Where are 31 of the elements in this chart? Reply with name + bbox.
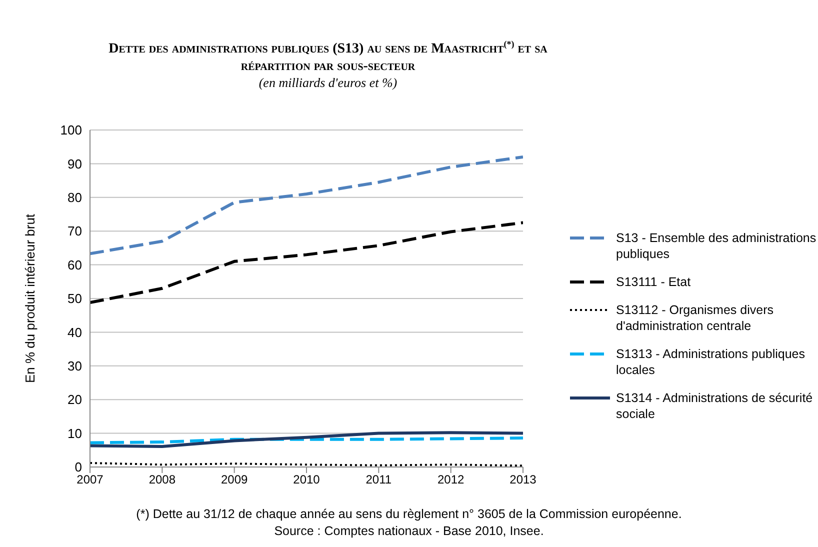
x-tick-label: 2013 [510,472,537,487]
y-tick-label: 50 [68,291,82,306]
x-tick-label: 2009 [220,472,248,487]
y-tick-label: 80 [68,190,82,206]
y-tick-label: 60 [68,257,82,272]
line-series [90,431,523,448]
text: (*) Dette au 31/12 de chaque année au sens du règlement n° 3605 de la Commission européenne. [135,506,683,523]
source-note: Source : Comptes nationaux - Base 2010, Insee. [273,523,545,540]
y-axis-title: En % du produit intérieur brut [22,214,38,384]
y-tick-label: 30 [68,358,82,374]
line-series [90,221,523,304]
line-series [90,155,523,256]
legend-label: S13111 - Etat [616,274,691,290]
y-tick-label: 20 [68,392,82,408]
legend-label: S13112 - Organismes divers d'administration centrale [616,302,774,334]
x-tick-label: 2012 [437,472,465,487]
legend-label: S1314 - Administrations de sécurité sociale [616,390,814,422]
y-tick-label: 0 [74,460,82,475]
legend-label: S13 - Ensemble des administrations publiques [616,230,818,262]
y-tick-label: 10 [68,426,82,441]
chart-subtitle: (en milliards d'euros et %) [258,74,398,91]
legend-label: S1313 - Administrations publiques locales [616,346,806,378]
y-tick-label: 90 [68,156,82,172]
y-tick-label: 100 [60,122,82,138]
x-tick-label: 2011 [366,472,392,487]
y-tick-label: 40 [68,324,82,340]
y-tick-label: 70 [68,224,82,239]
x-tick-label: 2007 [76,472,104,487]
x-tick-label: 2010 [293,472,320,487]
chart-title: Dette des administrations publiques (S13) au sens de Maastricht$^{(*)}$ et sa répartition par sous-secteur [108,39,548,74]
x-tick-label: 2008 [148,472,176,487]
